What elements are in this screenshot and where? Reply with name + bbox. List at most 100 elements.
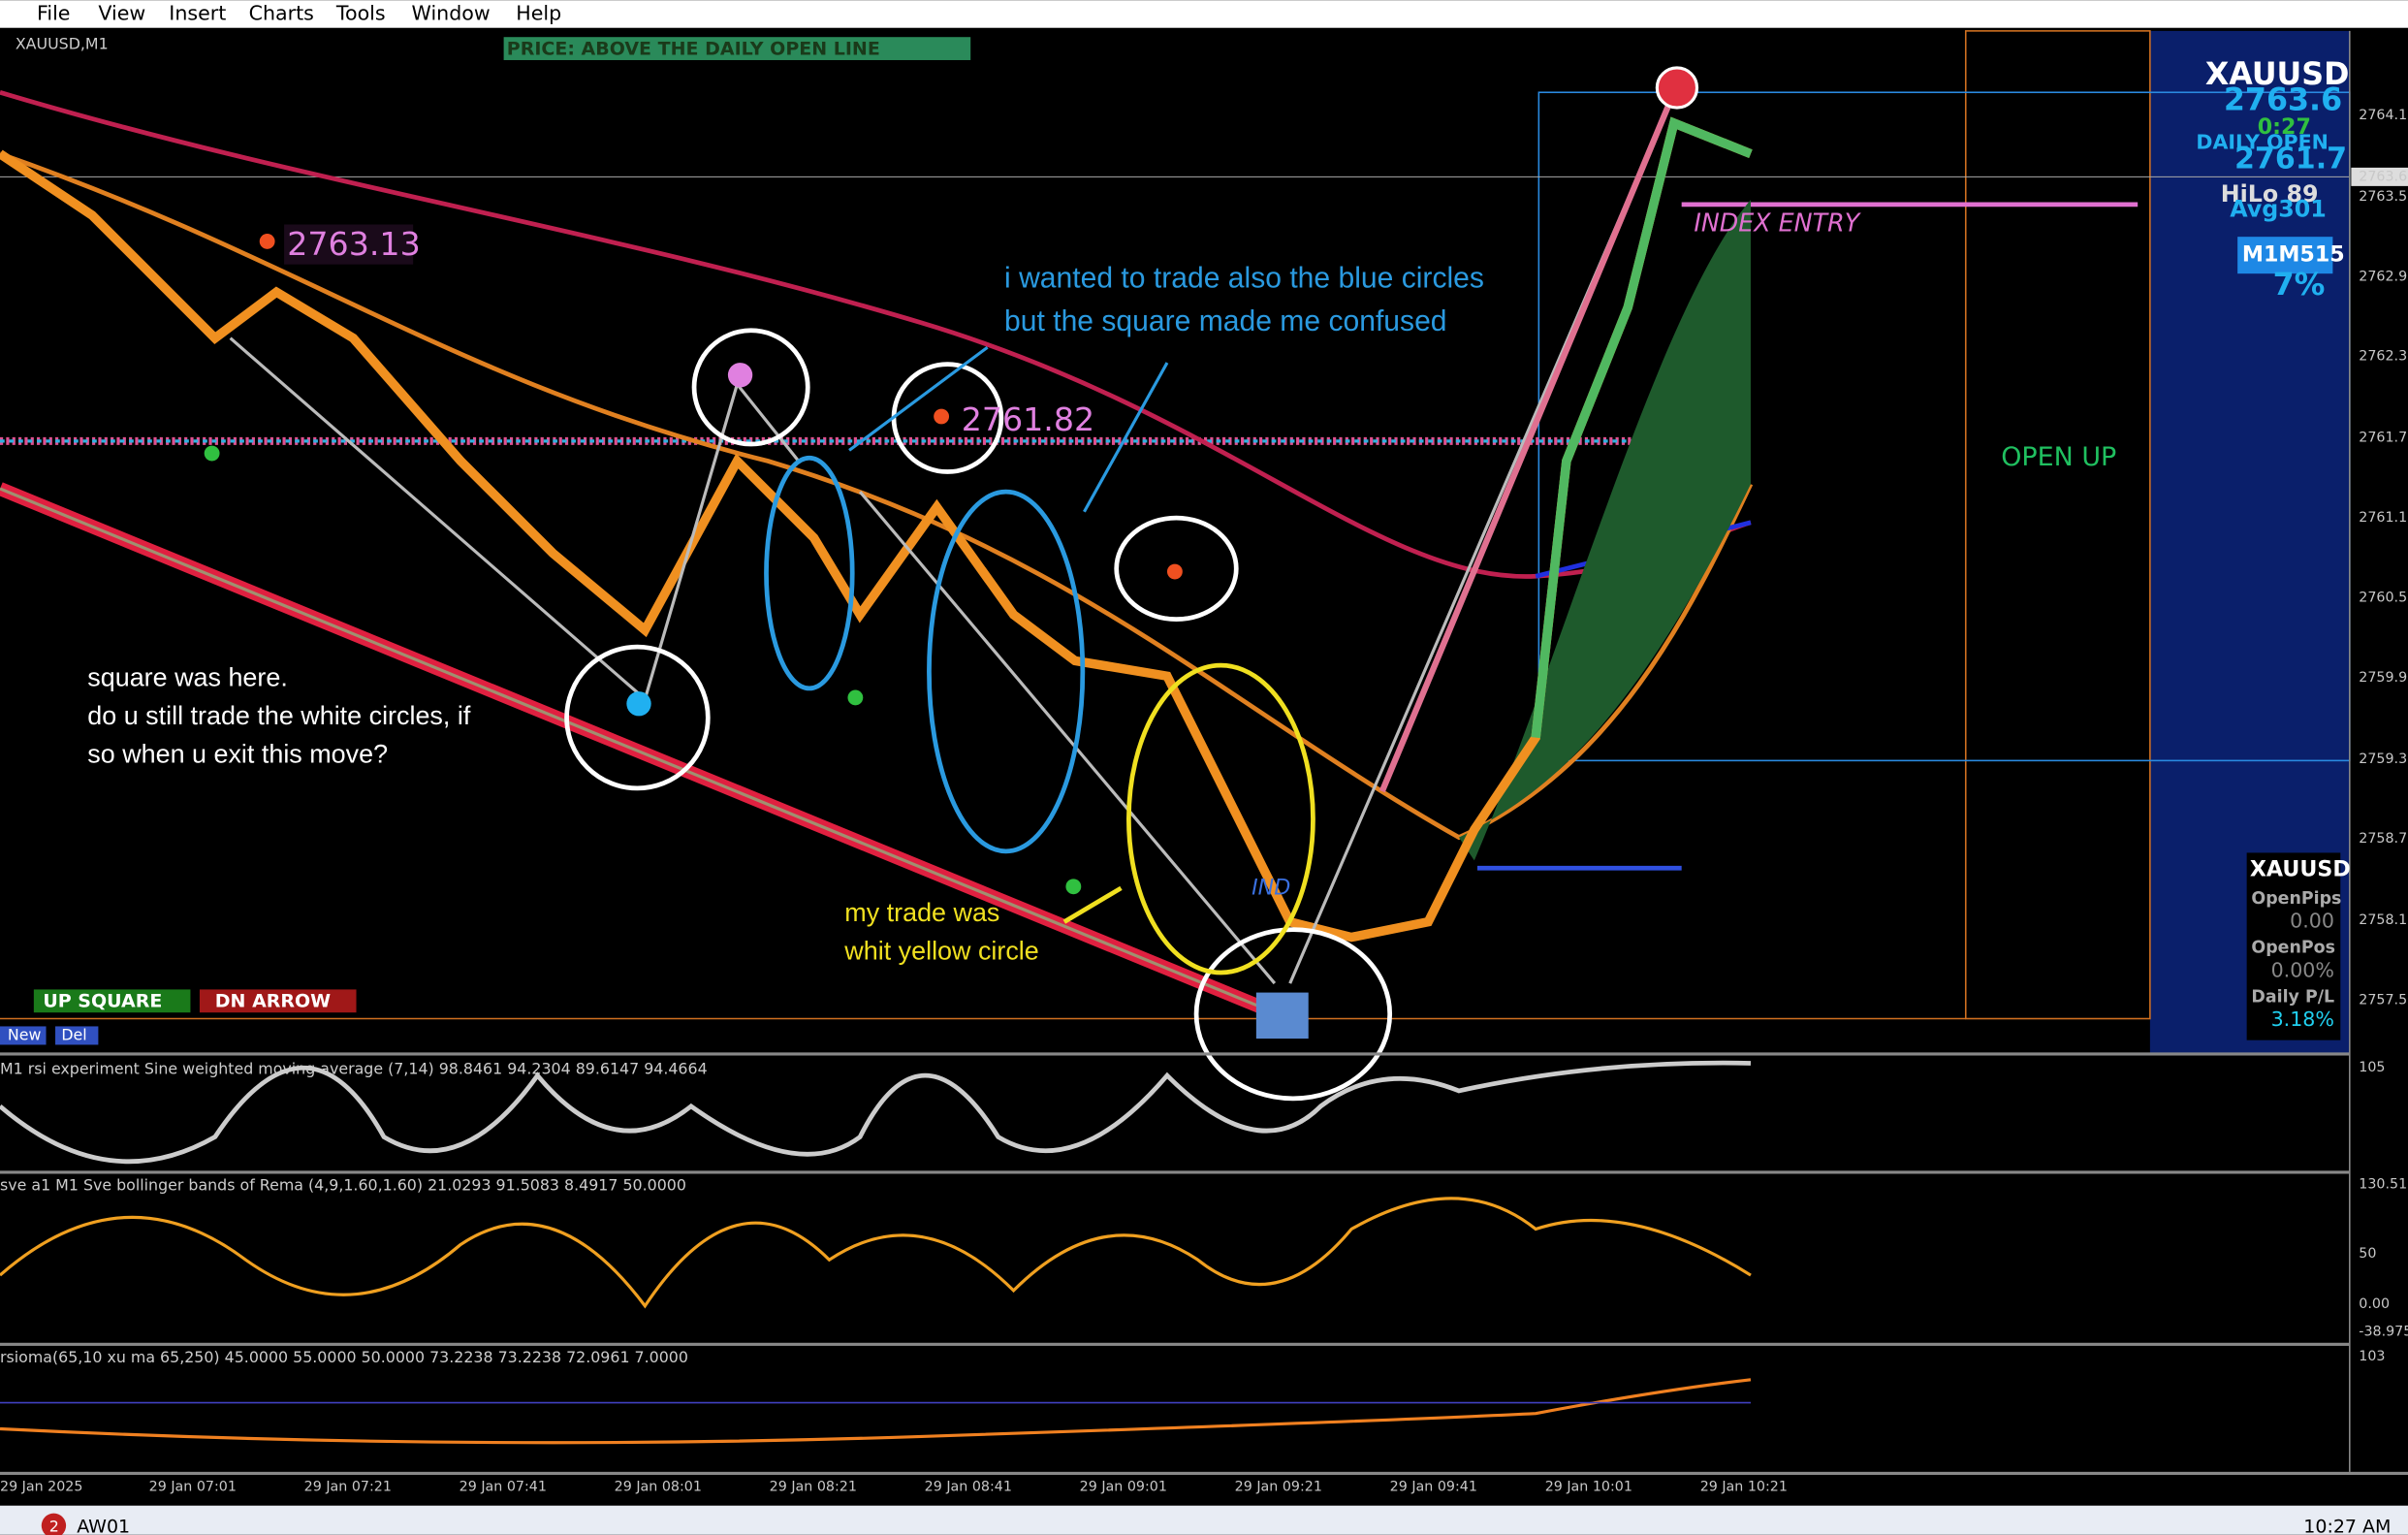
menu-item[interactable]: Window	[412, 1, 491, 24]
time-label: 29 Jan 09:41	[1390, 1480, 1477, 1495]
time-label: 29 Jan 08:41	[925, 1480, 1012, 1495]
stats-label: Daily P/L	[2251, 987, 2334, 1007]
info-text: HiLo 89	[2221, 180, 2319, 208]
time-label: 29 Jan 07:01	[149, 1480, 237, 1495]
stats-label: OpenPips	[2251, 889, 2341, 909]
time-label: 29 Jan 09:21	[1235, 1480, 1322, 1495]
white-circle	[1114, 515, 1239, 623]
pointer	[1083, 362, 1169, 513]
dot	[1065, 879, 1082, 895]
price-label: 2758.7	[2359, 831, 2407, 847]
time-label: 29 Jan 07:41	[459, 1480, 547, 1495]
price-label: 2759.9	[2359, 670, 2407, 686]
indicator-title: rsioma(65,10 xu ma 65,250) 45.0000 55.00…	[0, 1348, 688, 1366]
stats-value: 0.00%	[2271, 958, 2334, 981]
dot	[626, 691, 651, 717]
square-icon	[1255, 992, 1309, 1039]
note: do u still trade the white circles, if	[87, 701, 471, 730]
tab[interactable]: Del	[61, 1025, 86, 1043]
white-circle	[564, 644, 711, 791]
price-label: 2760.5	[2359, 590, 2407, 605]
button-bg	[33, 989, 191, 1013]
task-app: AW01	[77, 1516, 130, 1535]
rsi-line	[0, 1060, 1752, 1165]
sep	[0, 1471, 2408, 1476]
stats-value: 3.18%	[2271, 1007, 2334, 1031]
info-text: 0:27	[2258, 114, 2311, 140]
note: whit yellow circle	[843, 937, 1038, 966]
indicator-tick: 50	[2359, 1246, 2376, 1262]
menu-item[interactable]: Tools	[335, 1, 386, 24]
white-circle	[1193, 927, 1393, 1102]
tab[interactable]: New	[8, 1025, 42, 1043]
bb-line	[0, 1197, 1752, 1309]
note: my trade was	[844, 898, 999, 927]
time-label: 29 Jan 2025	[0, 1480, 82, 1495]
sep	[0, 1052, 2350, 1056]
indicator-tick: 0.00	[2359, 1296, 2390, 1312]
info-text: 2761.7	[2234, 142, 2347, 176]
time-label: 29 Jan 08:01	[615, 1480, 702, 1495]
info-text: 7%	[2273, 268, 2326, 303]
dot	[259, 233, 275, 249]
trend-band	[0, 487, 1260, 1008]
indicator-tick: 105	[2359, 1060, 2385, 1075]
clock: 10:27 AM	[2303, 1516, 2391, 1535]
button[interactable]: UP SQUARE	[43, 991, 162, 1012]
info-text: XAUUSD	[2205, 57, 2350, 92]
price-label: 2764.1	[2359, 108, 2407, 123]
price-label: 2761.7	[2359, 431, 2407, 446]
ma-orange	[0, 151, 1754, 841]
info-text: DAILY OPEN	[2196, 131, 2329, 154]
note: i wanted to trade also the blue circles	[1004, 262, 1484, 294]
dot	[847, 689, 864, 706]
dot	[727, 363, 753, 388]
entry-label: INDEX ENTRY	[1694, 208, 1861, 237]
blue-circle	[764, 455, 855, 691]
menu-bar	[0, 0, 2408, 28]
menu-item[interactable]: View	[98, 1, 145, 24]
entry-label: IND	[1252, 875, 1290, 900]
note: square was here.	[87, 663, 288, 692]
info-text: Avg301	[2230, 196, 2327, 223]
banner: PRICE: ABOVE THE DAILY OPEN LINE	[507, 38, 880, 59]
price-tag: 2763.13	[287, 225, 421, 263]
tab-bg	[0, 1026, 47, 1045]
price-label: 2763.6	[2359, 169, 2407, 184]
price-label: 2761.1	[2359, 510, 2407, 526]
stats-bg	[2246, 852, 2341, 1040]
time-label: 29 Jan 07:21	[304, 1480, 392, 1495]
indicator-title: M1 rsi experiment Sine weighted moving a…	[0, 1059, 708, 1077]
price-label: 2762.3	[2359, 349, 2407, 365]
button[interactable]: DN ARROW	[215, 991, 331, 1012]
price-label: 2759.3	[2359, 752, 2407, 767]
menu-item[interactable]: Charts	[249, 1, 314, 24]
time-label: 29 Jan 10:21	[1700, 1480, 1788, 1495]
menu-item[interactable]: Insert	[169, 1, 226, 24]
time-label: 29 Jan 08:21	[770, 1480, 857, 1495]
stats-title: XAUUSD	[2250, 856, 2351, 881]
time-label: 29 Jan 10:01	[1545, 1480, 1632, 1495]
price-tag: 2761.82	[962, 400, 1095, 438]
arrow-icon	[1655, 66, 1699, 110]
tab-bg	[55, 1026, 99, 1045]
dot	[204, 445, 220, 462]
badge	[41, 1513, 67, 1535]
button-bg	[199, 989, 357, 1013]
indicator-tick: 103	[2359, 1349, 2385, 1364]
indicator-title: sve a1 M1 Sve bollinger bands of Rema (4…	[0, 1176, 686, 1195]
menu-item[interactable]: File	[37, 1, 70, 24]
pointer	[1062, 885, 1123, 924]
rsioma-line	[0, 1378, 1752, 1445]
dot	[934, 408, 950, 425]
white-circle	[691, 328, 810, 447]
yellow-circle	[1125, 662, 1315, 975]
box	[1964, 30, 2151, 1020]
info-text: 2763.6	[2224, 83, 2342, 118]
menu-item[interactable]: Help	[516, 1, 561, 24]
banner-bg	[503, 37, 971, 60]
zigzag-pink	[1378, 91, 1677, 793]
note: so when u exit this move?	[87, 740, 388, 769]
price-label: 2762.9	[2359, 269, 2407, 284]
